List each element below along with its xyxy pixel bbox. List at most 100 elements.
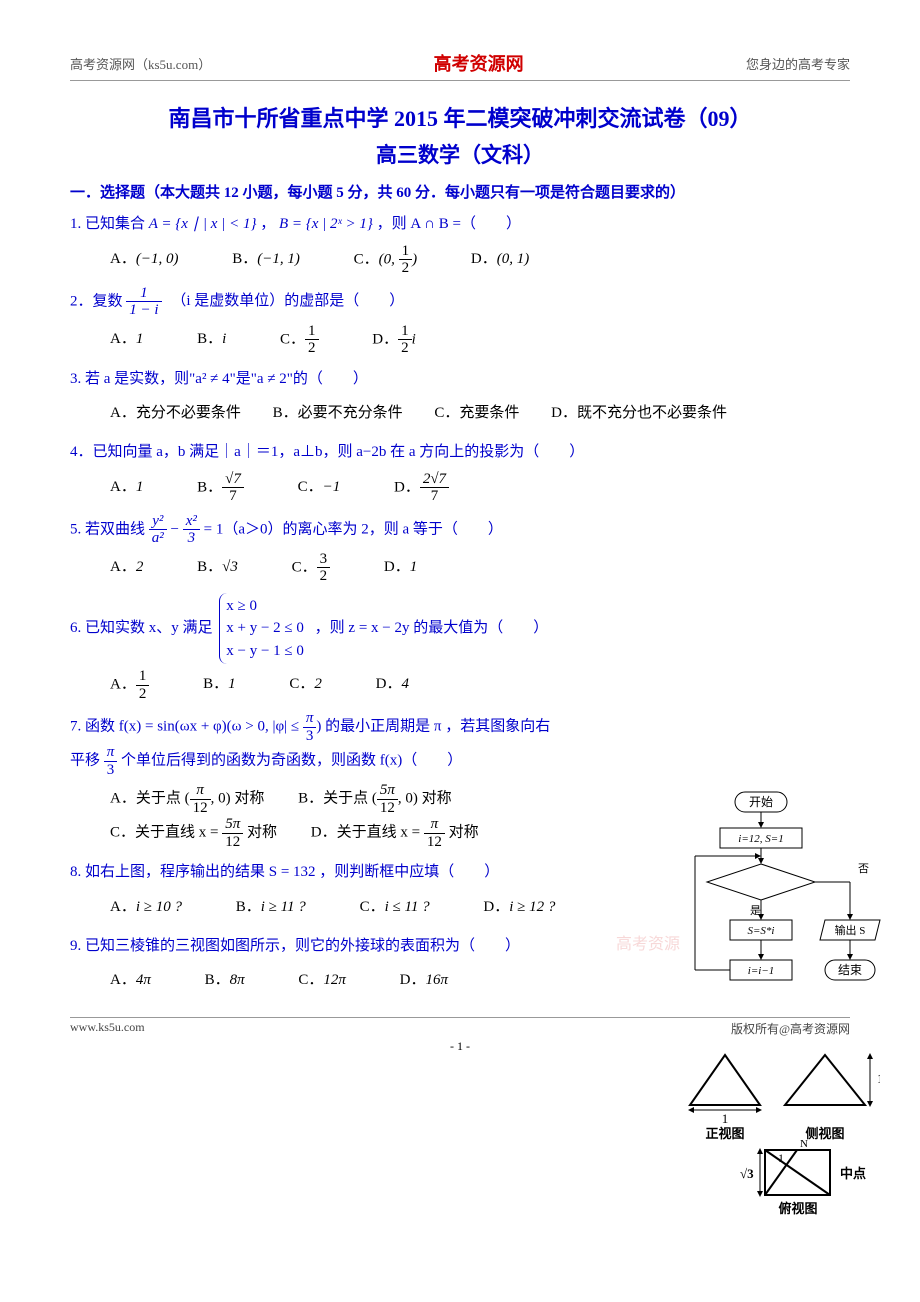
- flowchart-svg: 开始 i=12, S=1 是 否 S=S*i 输出 S i=i−1: [680, 790, 890, 1040]
- question-7: 7. 函数 f(x) = sin(ωx + φ)(ω > 0, |φ| ≤ π3…: [70, 710, 710, 778]
- q7-a-num: π: [190, 782, 211, 800]
- q7-b-post: , 0) 对称: [398, 790, 452, 806]
- q8-opt-c: i ≤ 11 ?: [385, 899, 430, 915]
- q5-opt-a: 2: [136, 559, 144, 575]
- q7-a-pre: 关于点: [136, 790, 185, 806]
- question-9: 9. 已知三棱锥的三视图如图所示，则它的外接球的表面积为（ ）: [70, 932, 710, 961]
- q6-line2: x + y − 2 ≤ 0: [226, 617, 304, 640]
- q1-comma: ，: [260, 216, 275, 232]
- q4-b-den: 7: [222, 488, 244, 505]
- q2-d-den: 2: [398, 340, 412, 357]
- q6-opt-b: 1: [228, 676, 236, 692]
- q5-options: A．2 B．√3 C．32 D．1: [110, 551, 850, 585]
- header-right: 您身边的高考专家: [746, 54, 850, 73]
- q2-opt-a: 1: [136, 331, 144, 347]
- q6-options: A．12 B．1 C．2 D．4: [110, 668, 850, 702]
- q5-num1: y²: [149, 513, 167, 531]
- q1-stem-a: 1. 已知集合: [70, 216, 149, 232]
- q7-s-den: 3: [104, 762, 118, 779]
- q1-opt-d: (0, 1): [497, 251, 530, 267]
- q2-num: 1: [126, 285, 161, 303]
- front-label: 正视图: [705, 1126, 744, 1141]
- q6-line1: x ≥ 0: [226, 595, 304, 618]
- q8-opt-a: i ≥ 10 ?: [136, 899, 182, 915]
- question-4: 4．已知向量 a，b 满足｜a｜＝1，a⊥b，则 a−2b 在 a 方向上的投影…: [70, 438, 850, 467]
- q9-opt-b: 8π: [230, 972, 245, 988]
- flow-init: i=12, S=1: [738, 833, 783, 845]
- question-2: 2．复数 11 − i （i 是虚数单位）的虚部是（ ）: [70, 285, 850, 319]
- q5-den1: a²: [149, 530, 167, 547]
- question-3: 3. 若 a 是实数，则"a² ≠ 4"是"a ≠ 2"的（ ）: [70, 365, 850, 394]
- header-left: 高考资源网（ks5u.com）: [70, 54, 211, 73]
- top-label: 俯视图: [778, 1201, 817, 1216]
- q7-a-den: 12: [190, 800, 211, 817]
- q1-c-num: 1: [399, 243, 413, 261]
- q3-opt-c: 充要条件: [459, 405, 519, 421]
- watermark: 高考资源: [616, 930, 680, 954]
- q1-opt-b: (−1, 1): [257, 251, 300, 267]
- q5-opt-d: 1: [410, 559, 418, 575]
- q7-c-den: 12: [222, 834, 243, 851]
- q4-d-num: 2√7: [420, 471, 449, 489]
- q7-a-post: , 0) 对称: [211, 790, 265, 806]
- q3-options: A．充分不必要条件 B．必要不充分条件 C．充要条件 D．既不充分也不必要条件: [110, 397, 850, 430]
- q7-d-den: 12: [424, 834, 445, 851]
- top-dim-n: N: [800, 1138, 808, 1150]
- q5-den2: 3: [183, 530, 200, 547]
- three-views: 1 正视图 1 侧视图 N √3 1 中点 俯视图: [680, 1050, 880, 1224]
- q2-options: A．1 B．i C．12 D．12i: [110, 323, 850, 357]
- side-dim: 1: [877, 1071, 880, 1086]
- q4-d-den: 7: [420, 488, 449, 505]
- q7-b-den: 12: [377, 800, 398, 817]
- flow-yes: 是: [750, 904, 761, 917]
- section-1-head: 一．选择题（本大题共 12 小题，每小题 5 分，共 60 分．每小题只有一项是…: [70, 181, 850, 202]
- q6-a-den: 2: [136, 686, 150, 703]
- q6-stem-a: 6. 已知实数 x、y 满足: [70, 620, 216, 636]
- front-dim: 1: [722, 1111, 729, 1126]
- q2-d-num: 1: [398, 323, 412, 341]
- q7-d-post: 对称: [445, 824, 479, 840]
- q7-s-num: π: [104, 744, 118, 762]
- views-svg: 1 正视图 1 侧视图 N √3 1 中点 俯视图: [680, 1050, 880, 1220]
- q2-den: 1 − i: [126, 302, 161, 319]
- side-label: 侧视图: [805, 1126, 844, 1141]
- top-sqrt3: √3: [740, 1166, 754, 1181]
- flow-out: 输出 S: [835, 923, 866, 937]
- flow-start: 开始: [749, 795, 773, 809]
- q7-d-pre: 关于直线 x =: [337, 824, 424, 840]
- page-header: 高考资源网（ks5u.com） 高考资源网 您身边的高考专家: [70, 50, 850, 81]
- q7-c-post: 对称: [243, 824, 277, 840]
- q5-stem-b: = 1（a＞0）的离心率为 2，则 a 等于（ ）: [204, 521, 503, 537]
- q5-opt-b: √3: [222, 559, 238, 575]
- q5-c-num: 3: [317, 551, 331, 569]
- q9-opt-c: 12π: [323, 972, 346, 988]
- q8-opt-b: i ≥ 11 ?: [261, 899, 306, 915]
- q2-stem-b: （i 是虚数单位）的虚部是（ ）: [171, 293, 404, 309]
- q5-c-den: 2: [317, 568, 331, 585]
- q1-set-b: B = {x | 2ˣ > 1}: [279, 216, 373, 232]
- q7-ph-num: π: [303, 710, 317, 728]
- q1-opt-a: (−1, 0): [136, 251, 179, 267]
- q4-opt-c: −1: [323, 479, 341, 495]
- q7-stem-a: 7. 函数 f(x) = sin(ωx + φ)(ω > 0, |φ| ≤: [70, 718, 303, 734]
- flow-end: 结束: [838, 963, 862, 977]
- flow-step2: i=i−1: [748, 965, 774, 977]
- q4-options: A．1 B．√77 C．−1 D．2√77: [110, 471, 850, 505]
- q7-ph-den: 3: [303, 728, 317, 745]
- q6-a-num: 1: [136, 668, 150, 686]
- title-main: 南昌市十所省重点中学 2015 年二模突破冲刺交流试卷（09）: [70, 101, 850, 133]
- q9-opt-a: 4π: [136, 972, 151, 988]
- q2-c-num: 1: [305, 323, 319, 341]
- q6-brace: x ≥ 0 x + y − 2 ≤ 0 x − y − 1 ≤ 0: [219, 593, 308, 665]
- q7-stem-b: ) 的最小正周期是 π ，若其图象向右: [316, 718, 550, 734]
- q3-opt-d: 既不充分也不必要条件: [577, 405, 727, 421]
- q5-num2: x²: [183, 513, 200, 531]
- q5-minus: −: [171, 521, 183, 537]
- title-sub: 高三数学（文科）: [70, 139, 850, 169]
- q7-b-pre: 关于点: [323, 790, 372, 806]
- footer-left: www.ks5u.com: [70, 1020, 145, 1037]
- flow-step1: S=S*i: [748, 925, 775, 937]
- header-center-logo: 高考资源网: [434, 50, 524, 76]
- top-mid: 中点: [840, 1166, 866, 1181]
- flowchart: 开始 i=12, S=1 是 否 S=S*i 输出 S i=i−1: [680, 790, 890, 1044]
